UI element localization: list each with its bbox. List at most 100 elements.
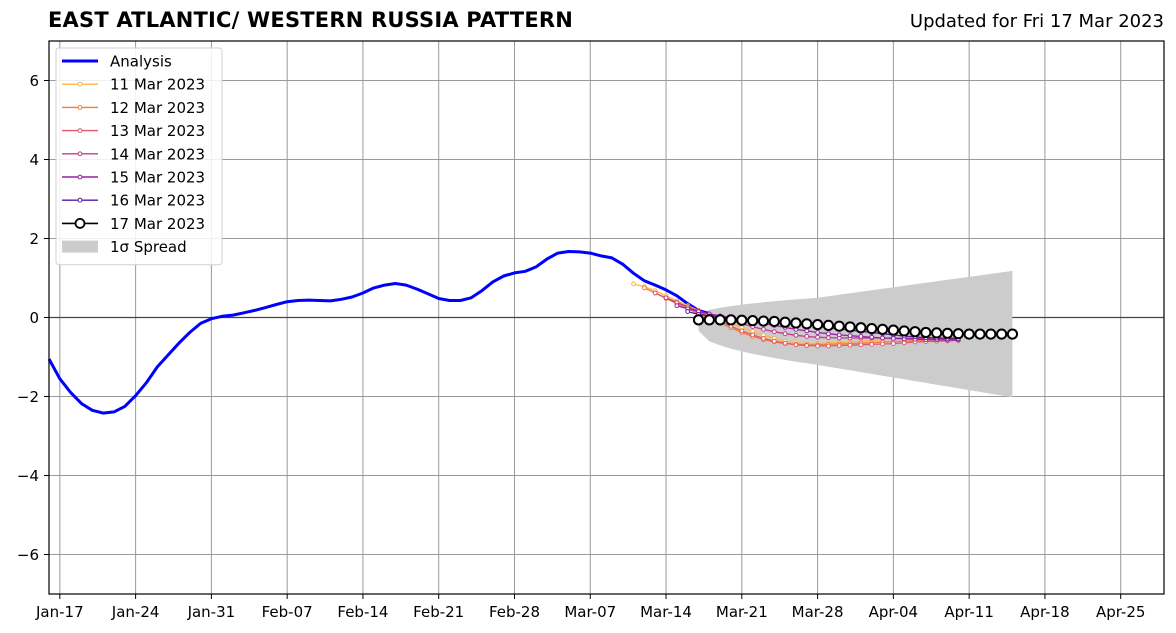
legend-label: 14 Mar 2023 bbox=[110, 145, 205, 163]
forecast-point bbox=[768, 315, 780, 328]
x-tick-label: Apr-18 bbox=[1020, 603, 1070, 621]
legend-label: 15 Mar 2023 bbox=[110, 169, 205, 187]
legend-marker bbox=[77, 151, 83, 157]
x-tick-label: Feb-07 bbox=[262, 603, 313, 621]
forecast-point bbox=[725, 314, 737, 326]
forecast-point bbox=[880, 335, 885, 341]
forecast-point bbox=[771, 338, 777, 344]
forecast-point bbox=[974, 328, 986, 340]
forecast-point bbox=[890, 341, 896, 346]
forecast-point bbox=[793, 342, 799, 348]
forecast-point bbox=[674, 303, 680, 309]
forecast-point bbox=[714, 314, 726, 326]
forecast-point bbox=[858, 342, 864, 348]
forecast-point bbox=[887, 324, 899, 336]
y-tick-label: −4 bbox=[17, 467, 39, 485]
x-tick-label: Mar-07 bbox=[564, 603, 616, 621]
legend-marker bbox=[77, 81, 83, 87]
forecast-point bbox=[866, 322, 878, 335]
forecast-point bbox=[685, 309, 691, 314]
forecast-point bbox=[801, 318, 813, 330]
x-tick-label: Apr-25 bbox=[1096, 603, 1146, 621]
forecast-point bbox=[836, 343, 842, 348]
x-tick-label: Apr-11 bbox=[944, 603, 994, 621]
forecast-point bbox=[909, 326, 921, 338]
forecast-point bbox=[815, 343, 820, 349]
legend-marker bbox=[77, 105, 83, 110]
forecast-point bbox=[761, 336, 766, 341]
forecast-point bbox=[826, 331, 831, 337]
x-tick-label: Mar-14 bbox=[640, 603, 692, 621]
forecast-point bbox=[855, 322, 867, 334]
legend-label: 17 Mar 2023 bbox=[110, 215, 205, 233]
legend: Analysis 11 Mar 2023 12 Mar 2023 13 Mar 202… bbox=[55, 47, 223, 266]
forecast-point bbox=[952, 328, 964, 340]
forecast-point bbox=[898, 325, 910, 337]
forecast-point bbox=[757, 315, 770, 327]
spread-band bbox=[698, 270, 1013, 398]
forecast-point bbox=[1006, 328, 1019, 340]
forecast-point bbox=[804, 328, 810, 334]
forecast-point bbox=[876, 323, 889, 335]
forecast-point bbox=[869, 334, 875, 340]
forecast-point bbox=[836, 332, 842, 338]
forecast-point bbox=[847, 342, 853, 348]
forecast-point bbox=[931, 327, 943, 339]
y-tick-label: 2 bbox=[29, 230, 39, 248]
legend-marker bbox=[74, 217, 86, 229]
forecast-point bbox=[736, 314, 748, 326]
axes: Jan-17 Jan-24 Jan-31 Feb-07 Feb-14 Feb-21 Feb-… bbox=[17, 40, 1165, 621]
forecast-point bbox=[652, 290, 658, 296]
updated-date-label: Updated for Fri 17 Mar 2023 bbox=[909, 11, 1164, 32]
legend-label: 1σ Spread bbox=[110, 238, 187, 256]
y-tick-label: 0 bbox=[29, 309, 39, 327]
forecast-point bbox=[996, 328, 1008, 340]
forecast-point bbox=[880, 341, 885, 347]
forecast-point bbox=[761, 326, 766, 332]
grid-lines bbox=[49, 41, 1164, 594]
legend-label: 13 Mar 2023 bbox=[110, 122, 205, 140]
forecast-point bbox=[804, 343, 810, 348]
forecast-point bbox=[750, 332, 756, 338]
y-tick-label: −6 bbox=[17, 546, 39, 564]
forecast-point bbox=[815, 330, 820, 335]
forecast-point bbox=[811, 319, 824, 331]
forecast-point bbox=[963, 328, 975, 340]
forecast-point bbox=[779, 316, 791, 328]
forecast-point bbox=[771, 329, 777, 335]
legend-label: 12 Mar 2023 bbox=[110, 99, 205, 117]
forecast-point bbox=[790, 317, 802, 329]
forecast-point bbox=[901, 340, 907, 346]
legend-marker bbox=[77, 174, 83, 180]
forecast-point bbox=[844, 321, 856, 333]
forecast-point bbox=[692, 314, 705, 326]
forecast-point bbox=[869, 341, 875, 347]
forecast-point bbox=[847, 333, 853, 339]
forecast-point bbox=[985, 328, 997, 340]
forecast-point bbox=[826, 335, 831, 341]
forecast-point bbox=[920, 326, 932, 339]
legend-marker bbox=[77, 128, 83, 134]
legend-box bbox=[55, 47, 223, 266]
forecast-point bbox=[815, 334, 820, 340]
chart-title: EAST ATLANTIC/ WESTERN RUSSIA PATTERN bbox=[48, 8, 574, 32]
legend-label: Analysis bbox=[110, 53, 172, 71]
series-lines bbox=[47, 250, 1019, 415]
forecast-point bbox=[782, 340, 788, 346]
x-tick-label: Jan-31 bbox=[187, 603, 236, 621]
x-tick-label: Apr-04 bbox=[869, 603, 919, 621]
forecast-point bbox=[703, 314, 715, 326]
forecast-point bbox=[858, 334, 864, 339]
spread-band-area bbox=[698, 270, 1013, 398]
forecast-point bbox=[941, 327, 954, 339]
x-tick-label: Feb-14 bbox=[337, 603, 388, 621]
forecast-point bbox=[663, 295, 669, 301]
y-tick-label: −2 bbox=[17, 388, 39, 406]
legend-label: 11 Mar 2023 bbox=[110, 76, 205, 94]
forecast-point bbox=[793, 332, 799, 338]
forecast-point bbox=[833, 320, 845, 332]
x-tick-label: Feb-28 bbox=[489, 603, 540, 621]
x-tick-label: Mar-21 bbox=[716, 603, 768, 621]
forecast-point bbox=[782, 331, 788, 337]
